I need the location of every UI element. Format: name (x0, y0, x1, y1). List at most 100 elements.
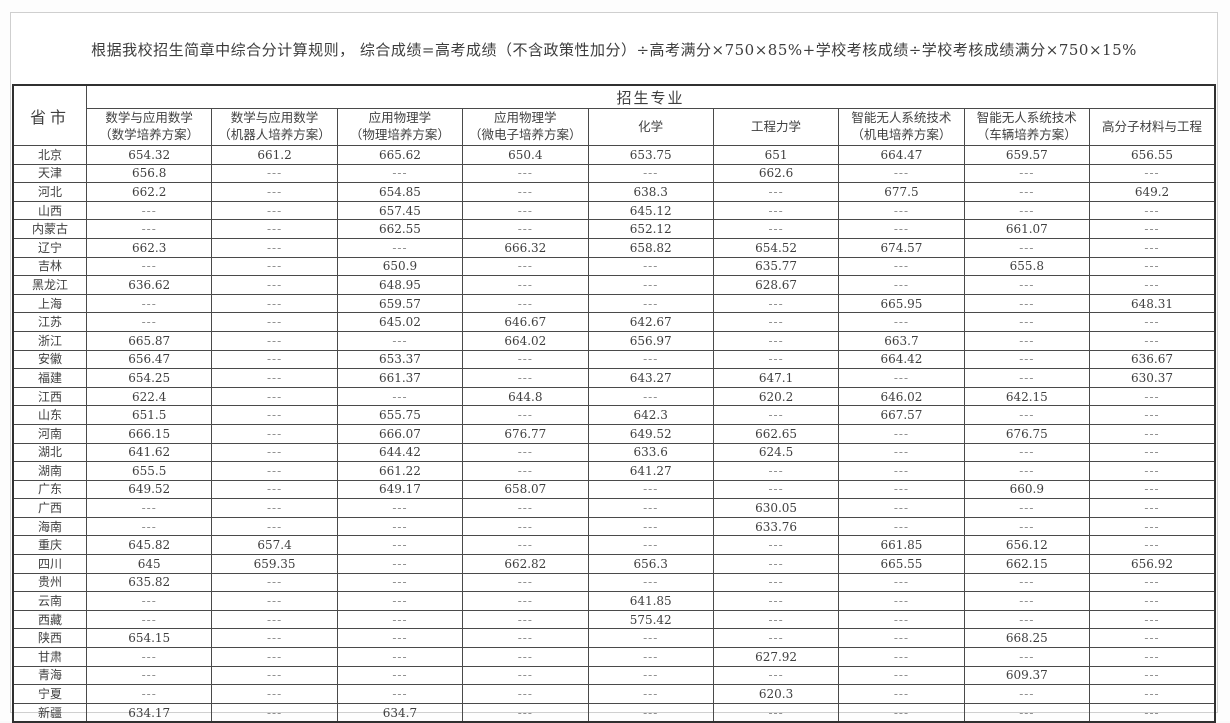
table-row: 宁夏 --- --- --- --- --- 620.3 --- --- --- (12, 684, 1216, 704)
empty-score-cell: --- (462, 498, 589, 518)
empty-score-cell: --- (963, 591, 1091, 611)
empty-score-cell: --- (587, 256, 714, 277)
empty-score-cell: --- (462, 200, 589, 221)
score-cell: 646.02 (838, 386, 965, 407)
empty-score-cell: --- (462, 163, 589, 184)
score-cell: 662.15 (963, 554, 1091, 574)
score-cell: 654.32 (85, 145, 213, 165)
empty-score-cell: --- (1089, 702, 1216, 723)
document-page: 根据我校招生简章中综合分计算规则， 综合成绩=高考成绩（不含政策性加分）÷高考满… (10, 12, 1218, 723)
empty-score-cell: --- (336, 498, 464, 518)
empty-score-cell: --- (336, 237, 464, 258)
empty-score-cell: --- (1089, 535, 1216, 556)
column-header: 应用物理学 （微电子培养方案） (462, 108, 589, 146)
province-cell: 广西 (12, 498, 87, 518)
empty-score-cell: --- (712, 479, 840, 500)
score-cell: 666.07 (336, 423, 464, 444)
empty-score-cell: --- (587, 535, 714, 556)
empty-score-cell: --- (85, 665, 213, 686)
empty-score-cell: --- (211, 237, 338, 258)
score-cell: 645.02 (336, 312, 464, 332)
empty-score-cell: --- (587, 386, 714, 407)
empty-score-cell: --- (462, 182, 589, 202)
table-row: 甘肃 --- --- --- --- --- 627.92 --- --- --- (12, 647, 1216, 667)
empty-score-cell: --- (85, 609, 213, 630)
empty-score-cell: --- (462, 256, 589, 277)
province-cell: 江苏 (12, 312, 87, 332)
score-cell: 662.55 (336, 219, 464, 239)
score-cell: 634.7 (336, 702, 464, 723)
empty-score-cell: --- (85, 498, 213, 518)
province-cell: 河南 (12, 423, 87, 444)
province-cell: 广东 (12, 479, 87, 500)
empty-score-cell: --- (587, 702, 714, 723)
empty-score-cell: --- (336, 516, 464, 537)
empty-score-cell: --- (963, 368, 1091, 388)
empty-score-cell: --- (712, 405, 840, 425)
empty-score-cell: --- (462, 684, 589, 704)
empty-score-cell: --- (712, 535, 840, 556)
score-cell: 657.45 (336, 200, 464, 221)
score-cell: 624.5 (712, 442, 840, 463)
table-row: 云南 --- --- --- --- 641.85 --- --- --- --- (12, 591, 1216, 611)
empty-score-cell: --- (587, 479, 714, 500)
table-row: 上海 --- --- 659.57 --- --- --- 665.95 --- 648.31 (12, 293, 1216, 314)
table-row: 辽宁 662.3 --- --- 666.32 658.82 654.52 674.57 ---… (12, 237, 1216, 258)
empty-score-cell: --- (712, 349, 840, 370)
empty-score-cell: --- (587, 665, 714, 686)
empty-score-cell: --- (838, 312, 965, 332)
score-cell: 658.07 (462, 479, 589, 500)
table-row: 陕西 654.15 --- --- --- --- --- --- 668.25 --- (12, 628, 1216, 649)
empty-score-cell: --- (211, 628, 338, 649)
score-cell: 662.2 (85, 182, 213, 202)
score-cell: 653.37 (336, 349, 464, 370)
empty-score-cell: --- (712, 461, 840, 481)
table-row: 西藏 --- --- --- --- 575.42 --- --- --- --- (12, 609, 1216, 630)
score-cell: 650.9 (336, 256, 464, 277)
empty-score-cell: --- (838, 684, 965, 704)
empty-score-cell: --- (838, 647, 965, 667)
province-cell: 山西 (12, 200, 87, 221)
table-header: 省市 招生专业 数学与应用数学 （数学培养方案） 数学与应用数学 （机器人培养方案）应… (12, 84, 1216, 146)
empty-score-cell: --- (587, 163, 714, 184)
empty-score-cell: --- (462, 275, 589, 295)
score-cell: 662.3 (85, 237, 213, 258)
score-cell: 659.57 (336, 293, 464, 314)
calculation-rule-note: 根据我校招生简章中综合分计算规则， 综合成绩=高考成绩（不含政策性加分）÷高考满… (91, 41, 1137, 59)
empty-score-cell: --- (85, 516, 213, 537)
score-cell: 654.15 (85, 628, 213, 649)
empty-score-cell: --- (712, 609, 840, 630)
table-row: 贵州 635.82 --- --- --- --- --- --- --- --- (12, 572, 1216, 593)
major-header-row: 数学与应用数学 （数学培养方案） 数学与应用数学 （机器人培养方案） 应用物理学 （物理培… (13, 108, 1216, 146)
empty-score-cell: --- (85, 647, 213, 667)
empty-score-cell: --- (587, 647, 714, 667)
empty-score-cell: --- (462, 368, 589, 388)
empty-score-cell: --- (462, 591, 589, 611)
score-cell: 664.42 (838, 349, 965, 370)
empty-score-cell: --- (838, 665, 965, 686)
empty-score-cell: --- (838, 628, 965, 649)
column-header: 智能无人系统技术 （机电培养方案） (838, 108, 965, 146)
empty-score-cell: --- (462, 609, 589, 630)
empty-score-cell: --- (838, 442, 965, 463)
empty-score-cell: --- (838, 572, 965, 593)
empty-score-cell: --- (211, 609, 338, 630)
score-cell: 655.8 (963, 256, 1091, 277)
empty-score-cell: --- (1089, 275, 1216, 295)
score-cell: 660.9 (963, 479, 1091, 500)
empty-score-cell: --- (85, 293, 213, 314)
empty-score-cell: --- (211, 423, 338, 444)
score-cell: 666.15 (85, 423, 213, 444)
empty-score-cell: --- (712, 665, 840, 686)
empty-score-cell: --- (587, 293, 714, 314)
empty-score-cell: --- (336, 163, 464, 184)
score-cell: 630.05 (712, 498, 840, 518)
empty-score-cell: --- (1089, 684, 1216, 704)
empty-score-cell: --- (1089, 163, 1216, 184)
score-cell: 656.55 (1089, 145, 1216, 165)
empty-score-cell: --- (1089, 219, 1216, 239)
province-cell: 贵州 (12, 572, 87, 593)
table-body: 北京 654.32 661.2 665.62 650.4 653.75 651 664.47 6… (12, 145, 1216, 723)
empty-score-cell: --- (1089, 479, 1216, 500)
